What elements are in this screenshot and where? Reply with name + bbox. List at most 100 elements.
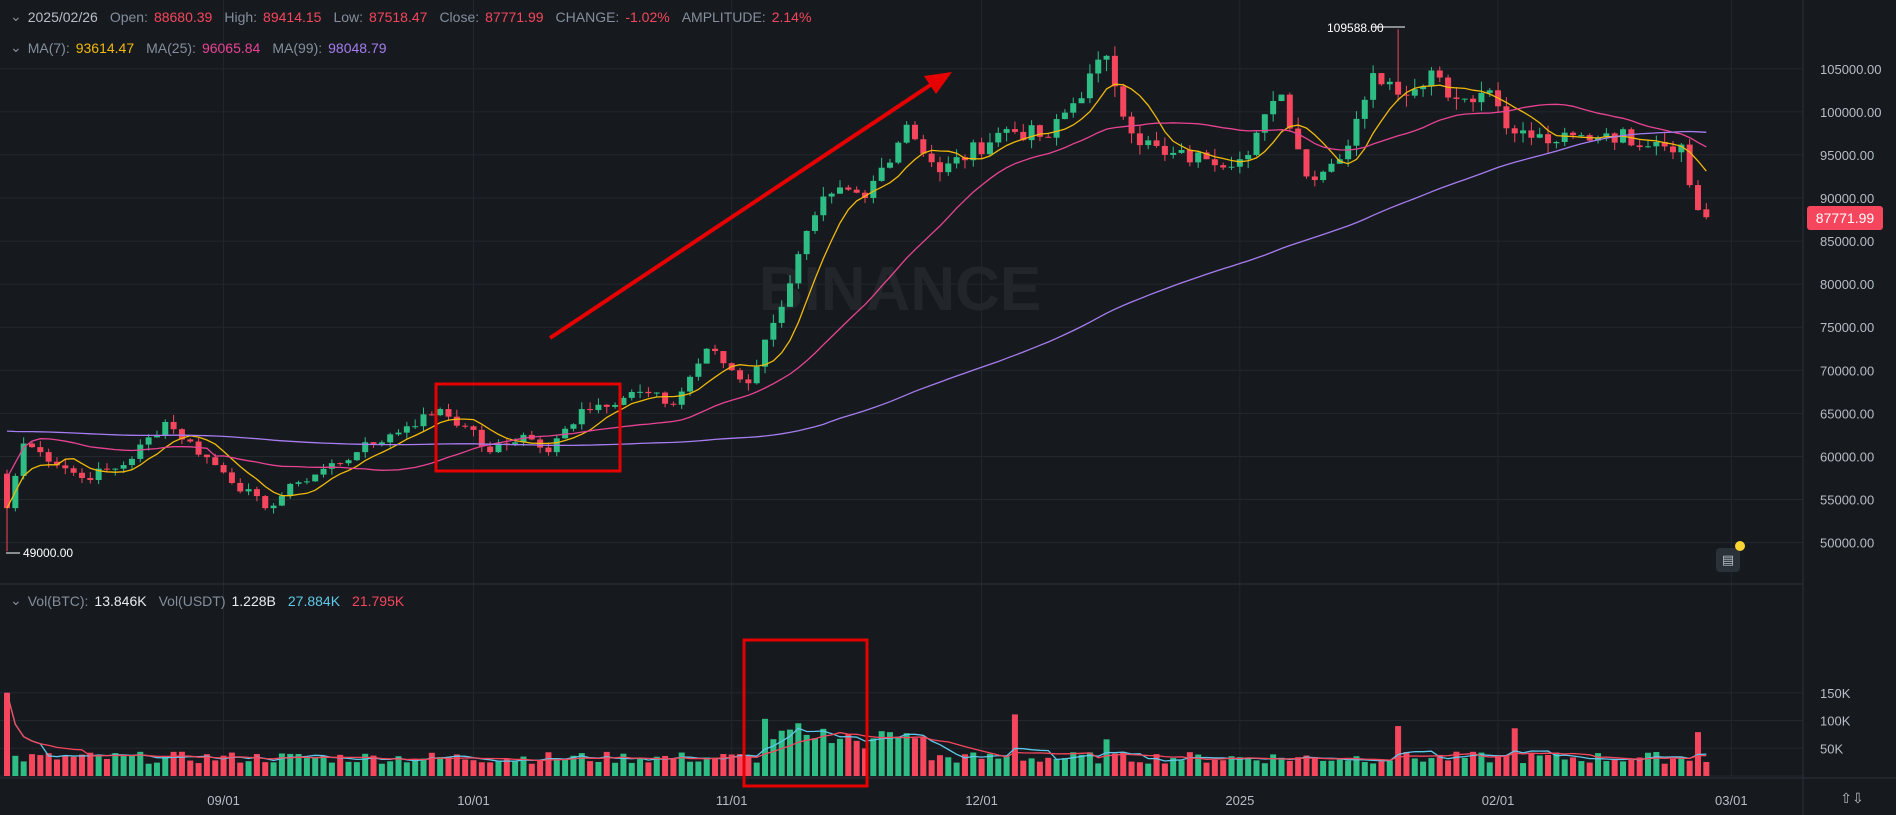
price-axis-label: 70000.00 — [1820, 363, 1874, 378]
volume-bar — [1136, 762, 1143, 776]
candle-body — [1686, 144, 1693, 186]
candle-body — [187, 439, 194, 442]
candle-body — [986, 142, 993, 155]
volume-bar — [212, 760, 219, 776]
volume-bar — [1061, 758, 1068, 776]
candle-body — [20, 443, 27, 476]
volume-bar — [1311, 757, 1318, 776]
candle-body — [1120, 86, 1127, 117]
volume-bar — [1220, 760, 1227, 776]
candle-body — [353, 452, 360, 461]
price-axis-label: 65000.00 — [1820, 406, 1874, 421]
candle-body — [820, 196, 827, 216]
candle-body — [712, 348, 719, 352]
vol-btc-value: 13.846K — [94, 592, 147, 609]
candle-body — [1028, 125, 1035, 141]
volume-bar — [737, 754, 744, 776]
volume-bar — [395, 756, 402, 776]
candle-body — [1136, 133, 1143, 146]
candle-body — [603, 404, 610, 407]
candle-body — [28, 443, 35, 448]
candle-body — [45, 452, 52, 462]
change-value: -1.02% — [625, 8, 670, 25]
amplitude-label: AMPLITUDE: — [681, 8, 766, 25]
candle-body — [212, 457, 219, 466]
candle-body — [320, 468, 327, 475]
candle-body — [1411, 89, 1418, 96]
candle-body — [1228, 166, 1235, 168]
volume-bar — [720, 754, 727, 776]
price-axis-label: 60000.00 — [1820, 449, 1874, 464]
candle-body — [153, 435, 160, 438]
candle-body — [1528, 130, 1535, 138]
volume-bar — [420, 758, 427, 776]
volume-bar — [762, 718, 769, 776]
volume-bar — [1278, 757, 1285, 776]
candle-body — [1553, 142, 1560, 144]
amplitude-value: 2.14% — [771, 8, 812, 25]
low-value: 87518.47 — [369, 8, 428, 25]
candle-body — [70, 468, 77, 473]
volume-bar — [1536, 755, 1543, 776]
volume-bar — [437, 757, 444, 776]
candle-body — [795, 254, 802, 284]
ma25-label: MA(25): — [146, 39, 196, 56]
volume-bar — [1670, 758, 1676, 776]
candle-body — [1536, 134, 1543, 138]
note-icon[interactable]: ▤ — [1716, 548, 1740, 572]
volume-bar — [645, 762, 652, 776]
volume-bar — [920, 736, 927, 776]
candle-body — [120, 465, 127, 469]
volume-bar — [1686, 760, 1693, 776]
volume-bar — [1203, 762, 1210, 776]
vol-ma5-value: 27.884K — [287, 592, 341, 609]
candle-body — [437, 409, 444, 416]
candle-body — [1578, 135, 1585, 137]
volume-bar — [378, 763, 385, 776]
ma7-label: MA(7): — [27, 39, 70, 56]
candle-body — [470, 426, 477, 430]
chevron-down-icon[interactable]: ⌄ — [10, 592, 22, 608]
candle-body — [1520, 130, 1527, 134]
volume-bar — [503, 758, 510, 776]
candle-body — [237, 482, 244, 492]
volume-bar — [445, 757, 452, 776]
candle-body — [1678, 144, 1685, 153]
volume-bar — [753, 762, 760, 776]
volume-bar — [1361, 762, 1368, 776]
scale-toggle-icon[interactable]: ⇧⇩ — [1840, 789, 1864, 806]
volume-bar — [837, 738, 843, 776]
candle-body — [878, 167, 885, 181]
candle-body — [1428, 70, 1435, 87]
volume-bar — [612, 762, 619, 776]
candle-body — [270, 505, 277, 509]
volume-bar — [1236, 757, 1243, 776]
candle-body — [645, 391, 652, 394]
candle-body — [1236, 159, 1243, 167]
volume-bar — [1336, 759, 1343, 776]
candle-body — [828, 193, 835, 197]
volume-bar — [453, 754, 460, 776]
candle-body — [953, 157, 960, 164]
candle-body — [1320, 171, 1327, 181]
volume-bar — [1178, 760, 1185, 776]
candle-body — [403, 426, 410, 433]
volume-bar — [512, 760, 519, 776]
candle-body — [1178, 150, 1185, 153]
volume-bar — [1386, 760, 1393, 776]
volume-bar — [1611, 759, 1618, 776]
chevron-down-icon[interactable]: ⌄ — [10, 8, 22, 24]
volume-bar — [253, 754, 260, 776]
candle-body — [787, 283, 794, 307]
chevron-down-icon[interactable]: ⌄ — [10, 39, 22, 55]
candle-body — [1170, 152, 1177, 155]
volume-bar — [228, 752, 235, 776]
volume-bar — [587, 761, 594, 776]
candle-body — [1253, 132, 1260, 156]
candle-body — [637, 391, 644, 393]
ma7-value: 93614.47 — [75, 39, 135, 56]
price-axis-label: 95000.00 — [1820, 148, 1874, 163]
volume-bar — [545, 752, 552, 776]
volume-bar — [1595, 753, 1602, 776]
